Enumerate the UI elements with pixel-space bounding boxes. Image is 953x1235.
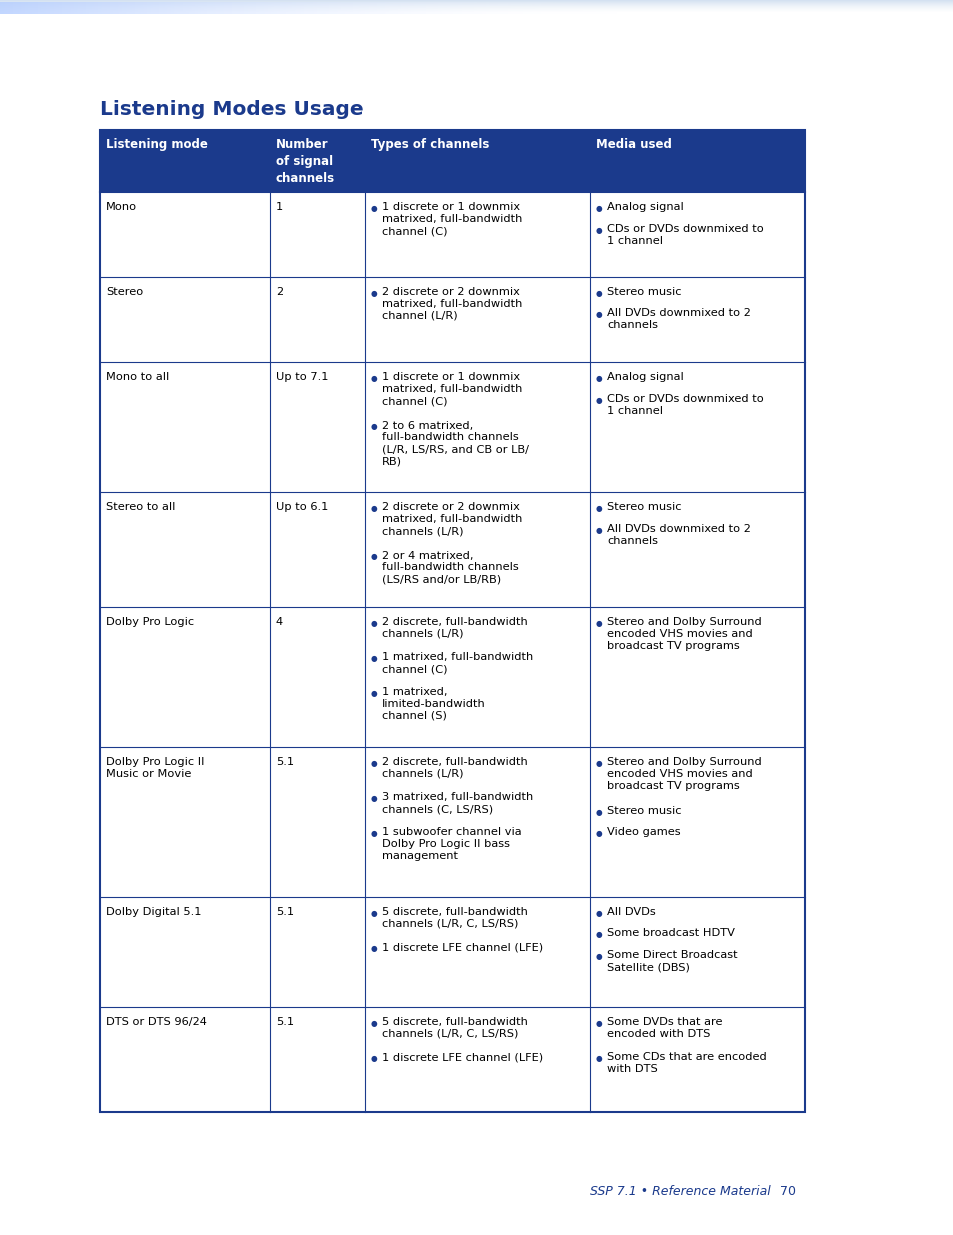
Text: ●: ● — [596, 760, 602, 768]
Text: ●: ● — [371, 422, 377, 431]
Text: ●: ● — [596, 808, 602, 816]
Text: Some CDs that are encoded
with DTS: Some CDs that are encoded with DTS — [606, 1052, 766, 1074]
Text: 5 discrete, full-bandwidth
channels (L/R, C, LS/RS): 5 discrete, full-bandwidth channels (L/R… — [381, 906, 527, 929]
Text: CDs or DVDs downmixed to
1 channel: CDs or DVDs downmixed to 1 channel — [606, 394, 763, 415]
Bar — [100, 130, 804, 1112]
Text: 1: 1 — [275, 203, 283, 212]
Text: Some broadcast HDTV: Some broadcast HDTV — [606, 929, 734, 939]
Text: Stereo and Dolby Surround
encoded VHS movies and
broadcast TV programs: Stereo and Dolby Surround encoded VHS mo… — [606, 618, 760, 651]
Text: All DVDs: All DVDs — [606, 906, 655, 918]
Text: ●: ● — [371, 504, 377, 513]
Text: ●: ● — [596, 226, 602, 235]
Text: ●: ● — [371, 909, 377, 918]
Text: Listening mode: Listening mode — [106, 138, 208, 151]
Text: SSP 7.1 • Reference Material: SSP 7.1 • Reference Material — [589, 1186, 770, 1198]
Text: Analog signal: Analog signal — [606, 372, 683, 382]
Text: 1 discrete or 1 downmix
matrixed, full-bandwidth
channel (C): 1 discrete or 1 downmix matrixed, full-b… — [381, 372, 522, 406]
Text: ●: ● — [596, 526, 602, 535]
Text: Up to 6.1: Up to 6.1 — [275, 501, 328, 513]
Text: 2 discrete, full-bandwidth
channels (L/R): 2 discrete, full-bandwidth channels (L/R… — [381, 757, 527, 779]
Text: Stereo: Stereo — [106, 287, 143, 296]
Text: ●: ● — [371, 829, 377, 839]
Text: Mono: Mono — [106, 203, 137, 212]
Text: ●: ● — [371, 1019, 377, 1028]
Text: 3 matrixed, full-bandwidth
channels (C, LS/RS): 3 matrixed, full-bandwidth channels (C, … — [381, 792, 533, 814]
Text: Video games: Video games — [606, 827, 679, 837]
Text: 2 or 4 matrixed,
full-bandwidth channels
(LS/RS and/or LB/RB): 2 or 4 matrixed, full-bandwidth channels… — [381, 551, 518, 584]
Text: ●: ● — [596, 930, 602, 940]
Text: Media used: Media used — [596, 138, 671, 151]
Text: ●: ● — [596, 395, 602, 405]
Text: ●: ● — [596, 204, 602, 212]
Text: ●: ● — [596, 909, 602, 918]
Text: 2 to 6 matrixed,
full-bandwidth channels
(L/R, LS/RS, and CB or LB/
RB): 2 to 6 matrixed, full-bandwidth channels… — [381, 420, 529, 467]
Text: Stereo music: Stereo music — [606, 287, 680, 296]
Text: Dolby Pro Logic: Dolby Pro Logic — [106, 618, 193, 627]
Text: ●: ● — [596, 310, 602, 320]
Text: DTS or DTS 96/24: DTS or DTS 96/24 — [106, 1016, 207, 1028]
Text: ●: ● — [371, 1053, 377, 1063]
Text: Listening Modes Usage: Listening Modes Usage — [100, 100, 363, 119]
Text: ●: ● — [371, 552, 377, 562]
Text: 70: 70 — [780, 1186, 795, 1198]
Text: ●: ● — [371, 374, 377, 383]
Text: Up to 7.1: Up to 7.1 — [275, 372, 328, 382]
Text: Dolby Digital 5.1: Dolby Digital 5.1 — [106, 906, 201, 918]
Text: ●: ● — [371, 689, 377, 698]
Text: ●: ● — [371, 204, 377, 212]
Text: Stereo music: Stereo music — [606, 501, 680, 513]
Text: 4: 4 — [275, 618, 283, 627]
Text: 1 discrete LFE channel (LFE): 1 discrete LFE channel (LFE) — [381, 942, 542, 952]
Text: Stereo music: Stereo music — [606, 805, 680, 815]
Text: All DVDs downmixed to 2
channels: All DVDs downmixed to 2 channels — [606, 524, 750, 546]
Text: 2 discrete or 2 downmix
matrixed, full-bandwidth
channel (L/R): 2 discrete or 2 downmix matrixed, full-b… — [381, 287, 522, 321]
Bar — [100, 130, 804, 191]
Text: Some Direct Broadcast
Satellite (DBS): Some Direct Broadcast Satellite (DBS) — [606, 950, 737, 972]
Text: Number
of signal
channels: Number of signal channels — [275, 138, 335, 185]
Text: ●: ● — [371, 944, 377, 953]
Text: 1 discrete LFE channel (LFE): 1 discrete LFE channel (LFE) — [381, 1052, 542, 1062]
Text: 2 discrete, full-bandwidth
channels (L/R): 2 discrete, full-bandwidth channels (L/R… — [381, 618, 527, 638]
Text: All DVDs downmixed to 2
channels: All DVDs downmixed to 2 channels — [606, 309, 750, 331]
Text: ●: ● — [596, 289, 602, 298]
Text: ●: ● — [596, 619, 602, 629]
Text: Types of channels: Types of channels — [371, 138, 489, 151]
Text: Analog signal: Analog signal — [606, 203, 683, 212]
Text: Stereo and Dolby Surround
encoded VHS movies and
broadcast TV programs: Stereo and Dolby Surround encoded VHS mo… — [606, 757, 760, 790]
Text: ●: ● — [371, 655, 377, 663]
Text: 2: 2 — [275, 287, 283, 296]
Text: 1 subwoofer channel via
Dolby Pro Logic II bass
management: 1 subwoofer channel via Dolby Pro Logic … — [381, 827, 521, 861]
Text: 5 discrete, full-bandwidth
channels (L/R, C, LS/RS): 5 discrete, full-bandwidth channels (L/R… — [381, 1016, 527, 1039]
Text: Some DVDs that are
encoded with DTS: Some DVDs that are encoded with DTS — [606, 1016, 721, 1039]
Text: 5.1: 5.1 — [275, 906, 294, 918]
Text: Stereo to all: Stereo to all — [106, 501, 175, 513]
Text: 2 discrete or 2 downmix
matrixed, full-bandwidth
channels (L/R): 2 discrete or 2 downmix matrixed, full-b… — [381, 501, 522, 536]
Text: Dolby Pro Logic II
Music or Movie: Dolby Pro Logic II Music or Movie — [106, 757, 204, 779]
Text: 1 matrixed, full-bandwidth
channel (C): 1 matrixed, full-bandwidth channel (C) — [381, 652, 533, 674]
Text: 5.1: 5.1 — [275, 1016, 294, 1028]
Text: ●: ● — [371, 289, 377, 298]
Text: ●: ● — [596, 1019, 602, 1028]
Text: Mono to all: Mono to all — [106, 372, 169, 382]
Text: ●: ● — [371, 760, 377, 768]
Text: ●: ● — [596, 952, 602, 961]
Text: ●: ● — [371, 619, 377, 629]
Text: 5.1: 5.1 — [275, 757, 294, 767]
Text: ●: ● — [596, 374, 602, 383]
Text: ●: ● — [596, 1053, 602, 1063]
Text: 1 discrete or 1 downmix
matrixed, full-bandwidth
channel (C): 1 discrete or 1 downmix matrixed, full-b… — [381, 203, 522, 236]
Text: ●: ● — [596, 829, 602, 839]
Text: ●: ● — [371, 794, 377, 803]
Text: CDs or DVDs downmixed to
1 channel: CDs or DVDs downmixed to 1 channel — [606, 224, 763, 246]
Text: 1 matrixed,
limited-bandwidth
channel (S): 1 matrixed, limited-bandwidth channel (S… — [381, 687, 485, 721]
Text: ●: ● — [596, 504, 602, 513]
